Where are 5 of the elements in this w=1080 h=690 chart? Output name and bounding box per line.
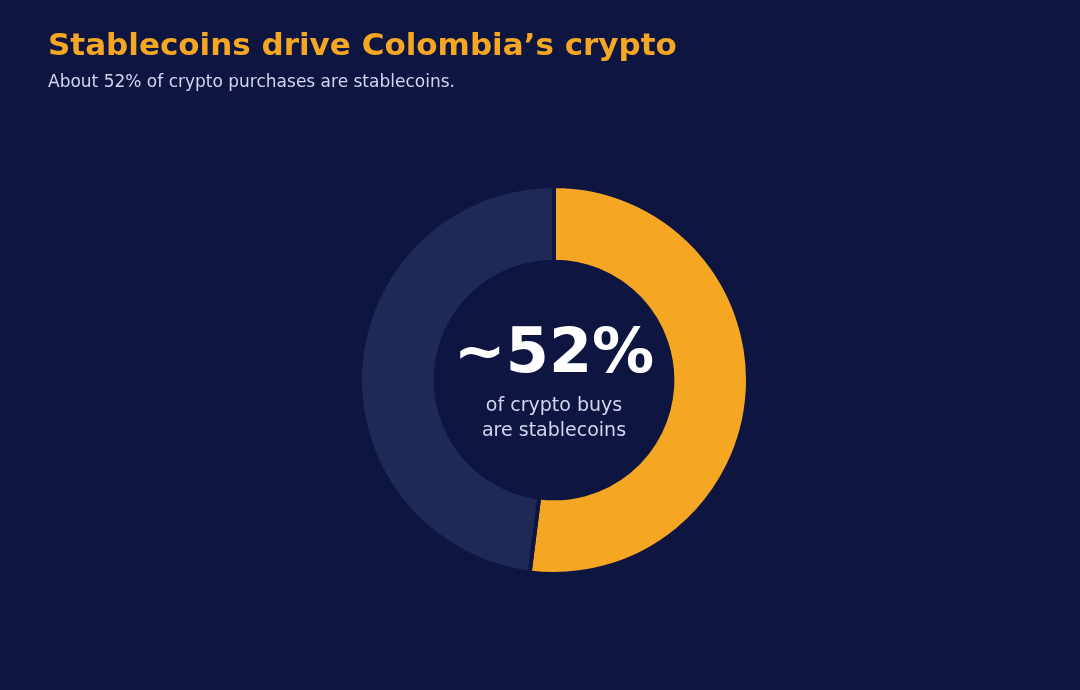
text: ~52% [453, 314, 655, 388]
chart-subtitle: About 52% of crypto purchases are stablecoins. [48, 71, 455, 91]
text: are stablecoins [481, 417, 627, 440]
chart-title: Stablecoins drive Colombia’s crypto [48, 26, 677, 62]
text: of crypto buys [485, 392, 623, 415]
